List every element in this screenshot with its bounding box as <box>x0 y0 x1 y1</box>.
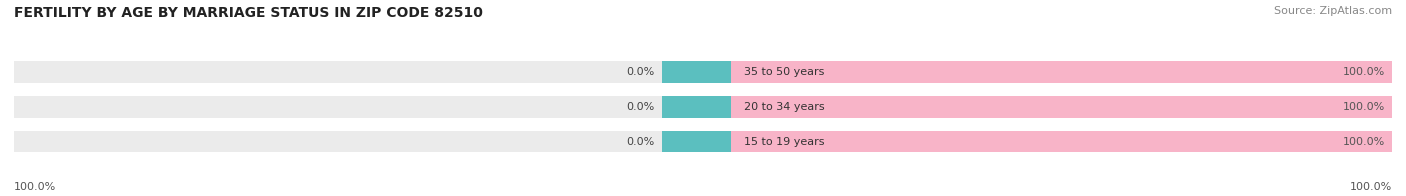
Bar <box>14 96 1392 118</box>
Text: 20 to 34 years: 20 to 34 years <box>744 102 825 112</box>
Bar <box>731 61 1392 83</box>
Text: 0.0%: 0.0% <box>627 137 655 147</box>
Text: 100.0%: 100.0% <box>1350 182 1392 192</box>
Text: 100.0%: 100.0% <box>1343 102 1385 112</box>
Bar <box>14 131 1392 152</box>
Text: 0.0%: 0.0% <box>627 102 655 112</box>
Text: Source: ZipAtlas.com: Source: ZipAtlas.com <box>1274 6 1392 16</box>
Text: 100.0%: 100.0% <box>1343 67 1385 77</box>
Bar <box>731 96 1392 118</box>
Bar <box>662 96 731 118</box>
Bar <box>662 61 731 83</box>
Text: 15 to 19 years: 15 to 19 years <box>744 137 825 147</box>
Bar <box>14 61 1392 83</box>
Text: FERTILITY BY AGE BY MARRIAGE STATUS IN ZIP CODE 82510: FERTILITY BY AGE BY MARRIAGE STATUS IN Z… <box>14 6 482 20</box>
Text: 100.0%: 100.0% <box>14 182 56 192</box>
Text: 35 to 50 years: 35 to 50 years <box>744 67 825 77</box>
Text: 100.0%: 100.0% <box>1343 137 1385 147</box>
Text: 0.0%: 0.0% <box>627 67 655 77</box>
Bar <box>731 131 1392 152</box>
Bar <box>662 131 731 152</box>
